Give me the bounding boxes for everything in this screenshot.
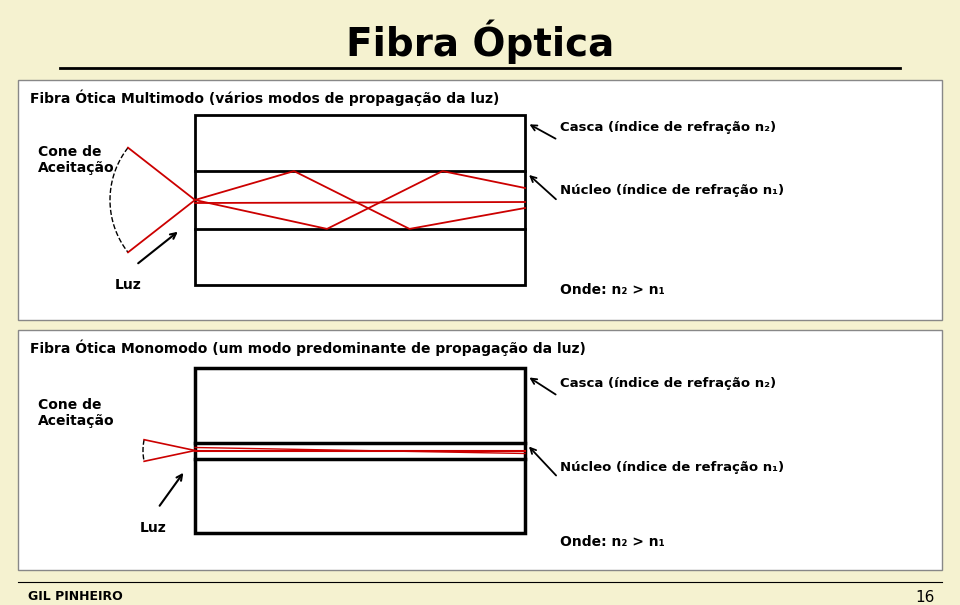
Text: Fibra Óptica: Fibra Óptica <box>346 20 614 64</box>
Text: Cone de
Aceitação: Cone de Aceitação <box>38 145 114 175</box>
Text: Luz: Luz <box>114 278 141 292</box>
Bar <box>195 115 525 285</box>
Text: Fibra Ótica Monomodo (um modo predominante de propagação da luz): Fibra Ótica Monomodo (um modo predominan… <box>30 340 586 356</box>
Text: Casca (índice de refração n₂): Casca (índice de refração n₂) <box>560 121 776 134</box>
Text: Luz: Luz <box>139 521 166 535</box>
Bar <box>195 368 525 533</box>
Bar <box>195 115 525 285</box>
Bar <box>18 330 942 570</box>
Bar <box>195 368 525 533</box>
Text: 16: 16 <box>916 589 935 604</box>
Bar <box>18 80 942 320</box>
Text: Cone de
Aceitação: Cone de Aceitação <box>38 398 114 428</box>
Text: Onde: n₂ > n₁: Onde: n₂ > n₁ <box>560 535 664 549</box>
Text: Fibra Ótica Multimodo (vários modos de propagação da luz): Fibra Ótica Multimodo (vários modos de p… <box>30 90 499 106</box>
Text: Núcleo (índice de refração n₁): Núcleo (índice de refração n₁) <box>560 460 784 474</box>
Text: Casca (índice de refração n₂): Casca (índice de refração n₂) <box>560 377 776 390</box>
Text: GIL PINHEIRO: GIL PINHEIRO <box>28 590 123 604</box>
Text: Núcleo (índice de refração n₁): Núcleo (índice de refração n₁) <box>560 184 784 197</box>
Text: Onde: n₂ > n₁: Onde: n₂ > n₁ <box>560 283 664 297</box>
